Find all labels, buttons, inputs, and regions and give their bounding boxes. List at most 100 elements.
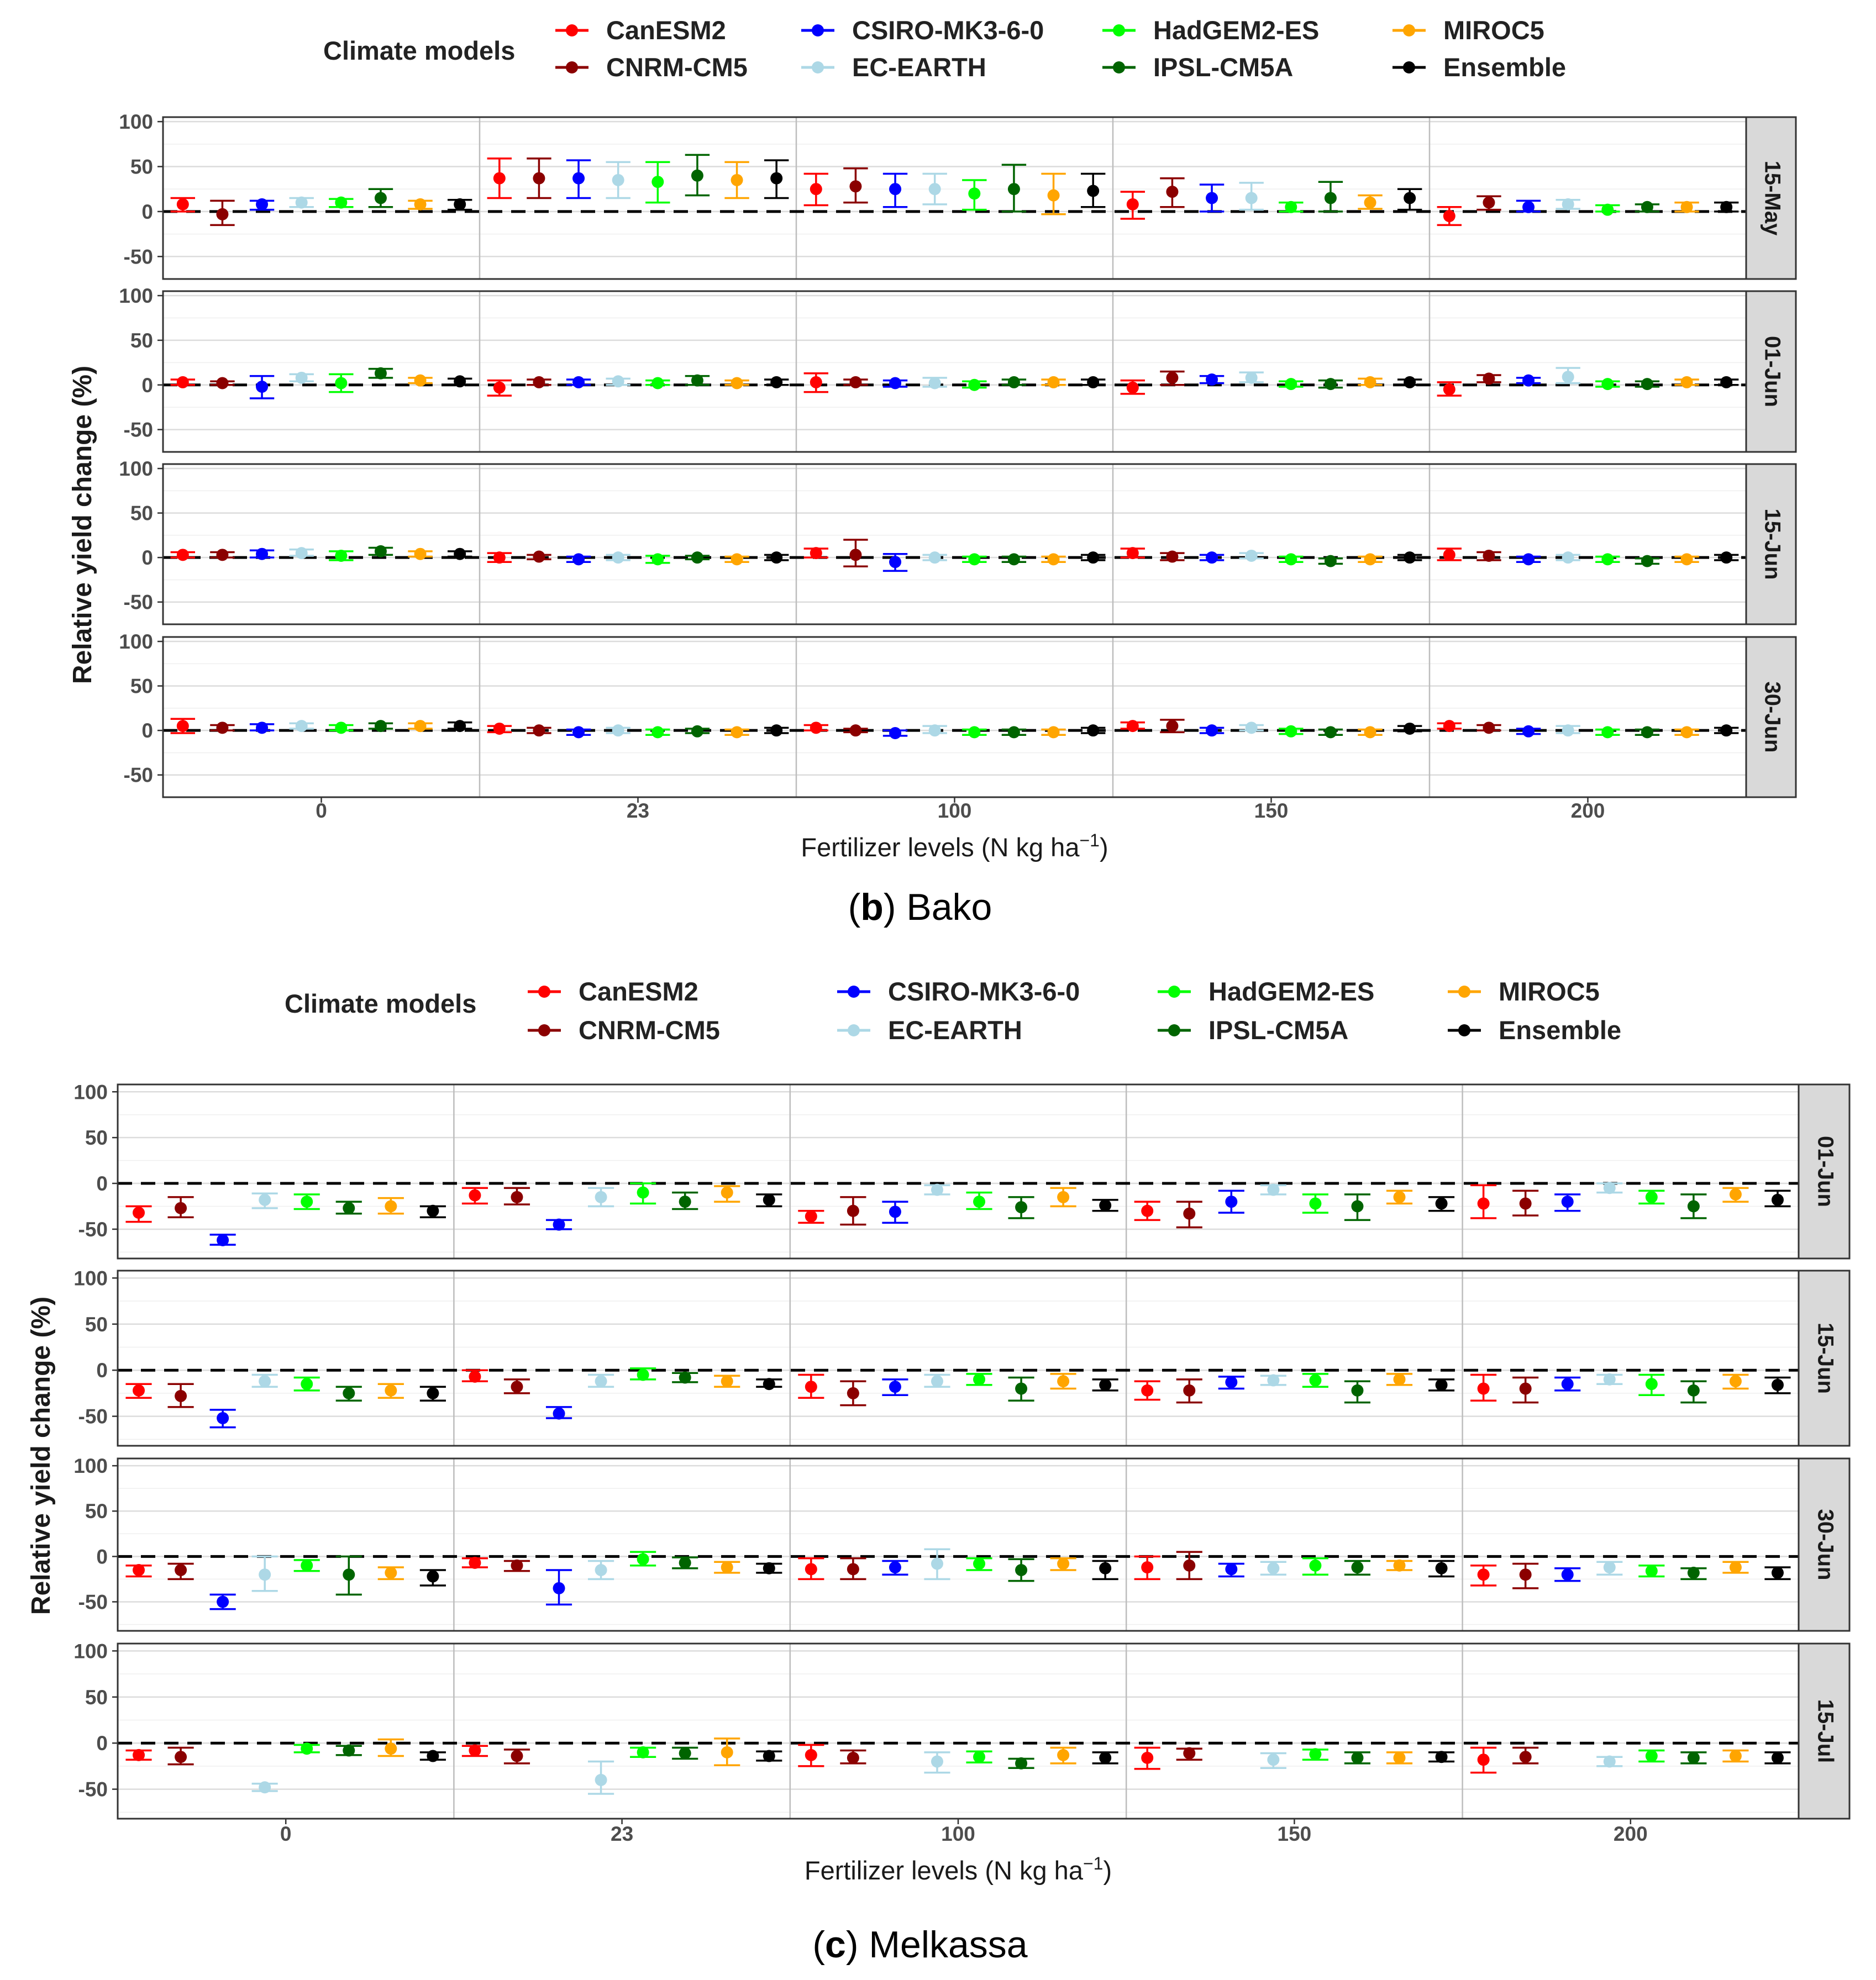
mean-marker [1285,725,1297,738]
errorbar-point [1279,201,1304,213]
errorbar-point [1674,726,1699,739]
x-tick-label: 23 [627,799,649,822]
mean-marker [931,1183,943,1196]
mean-marker [731,173,743,186]
errorbar-point [251,1192,278,1209]
mean-marker [1771,1751,1784,1764]
mean-marker [1404,376,1416,388]
errorbar-point [377,1383,404,1399]
errorbar-point [1437,206,1462,227]
mean-marker [1771,1566,1784,1579]
legend-label: CNRM-CM5 [606,52,748,82]
mean-marker [335,549,348,562]
mean-marker [1483,196,1495,209]
mean-marker [637,1368,649,1381]
mean-marker [849,724,862,737]
mean-marker [889,556,902,568]
mean-marker [414,198,427,210]
mean-marker [133,1207,145,1219]
errorbar-point [962,179,987,211]
errorbar-point [1512,1376,1539,1404]
errorbar-point [1260,1183,1286,1196]
errorbar-point [377,1197,404,1215]
errorbar-point [487,157,512,199]
errorbar-point [545,1569,572,1606]
legend-item: CNRM-CM5 [528,1015,720,1045]
panel-background [118,1644,1799,1819]
errorbar-point [419,1750,446,1762]
y-tick-label: 100 [119,285,153,307]
errorbar-point [1050,1746,1076,1765]
errorbar-point [1437,720,1462,733]
legend-item: Ensemble [1448,1015,1621,1045]
panel-background [118,1271,1799,1446]
panel-background [163,637,1746,797]
errorbar-point [630,1367,656,1381]
mean-marker [295,196,308,209]
mean-marker [1645,1565,1658,1577]
errorbar-point [1397,188,1422,211]
legend-item: MIROC5 [1392,15,1544,45]
mean-marker [1562,724,1574,737]
mean-marker [1443,210,1455,223]
errorbar-point [209,1593,236,1610]
mean-marker [1435,1378,1448,1391]
mean-marker [1603,1755,1616,1768]
errorbar-point [335,1555,362,1596]
errorbar-point [1638,1749,1665,1763]
errorbar-point [419,1386,446,1402]
errorbar-point [1596,1373,1623,1386]
legend-key-marker [848,1024,860,1036]
errorbar-point [125,1749,152,1761]
errorbar-point [249,198,275,211]
mean-marker [343,1387,355,1399]
errorbar-point [1092,1378,1118,1392]
errorbar-point [527,550,551,563]
facet-strip [1745,636,1797,798]
facet-strip-label: 15-May [1760,161,1784,236]
errorbar-point [293,1193,320,1210]
mean-marker [849,376,862,388]
y-tick-label: 100 [73,1267,108,1289]
mean-marker [454,720,466,733]
errorbar-point [803,172,829,207]
errorbar-point [1358,376,1383,388]
errorbar-point [630,1746,656,1758]
legend-key-marker [538,986,550,998]
y-tick-label: -50 [124,245,153,268]
errorbar-point [1260,1752,1286,1769]
subplot-c: Climate models CanESM2 CNRM-CM5 CSIRO-MK3-6… [27,977,1851,1966]
facet-strip [1798,1270,1851,1447]
mean-marker [731,726,743,739]
mean-marker [1562,371,1574,383]
mean-marker [1285,201,1297,213]
mean-marker [1519,1751,1532,1763]
mean-marker [612,173,624,186]
mean-marker [612,551,624,564]
legend-item: HadGEM2-ES [1158,977,1374,1006]
y-tick-label: 0 [141,374,153,397]
mean-marker [1267,1374,1280,1387]
mean-marker [533,724,545,737]
y-tick-label: 100 [119,110,153,133]
errorbar-point [922,377,947,389]
errorbar-point [1239,722,1264,734]
mean-marker [805,1210,817,1223]
mean-marker [1245,371,1258,384]
errorbar-point [1595,378,1620,391]
errorbar-point [1476,549,1501,562]
mean-marker [374,545,387,557]
mean-marker [511,1191,523,1203]
errorbar-point [1596,1755,1623,1768]
errorbar-point [251,1373,278,1388]
errorbar-point [1260,1374,1286,1387]
errorbar-point [840,1196,866,1226]
mean-marker [1126,198,1139,210]
mean-marker [1245,722,1258,734]
mean-marker [1435,1751,1448,1763]
errorbar-point [527,157,551,199]
mean-marker [216,722,229,734]
errorbar-point [1218,1562,1244,1578]
mean-marker [256,198,269,210]
y-tick-label: -50 [78,1778,108,1801]
